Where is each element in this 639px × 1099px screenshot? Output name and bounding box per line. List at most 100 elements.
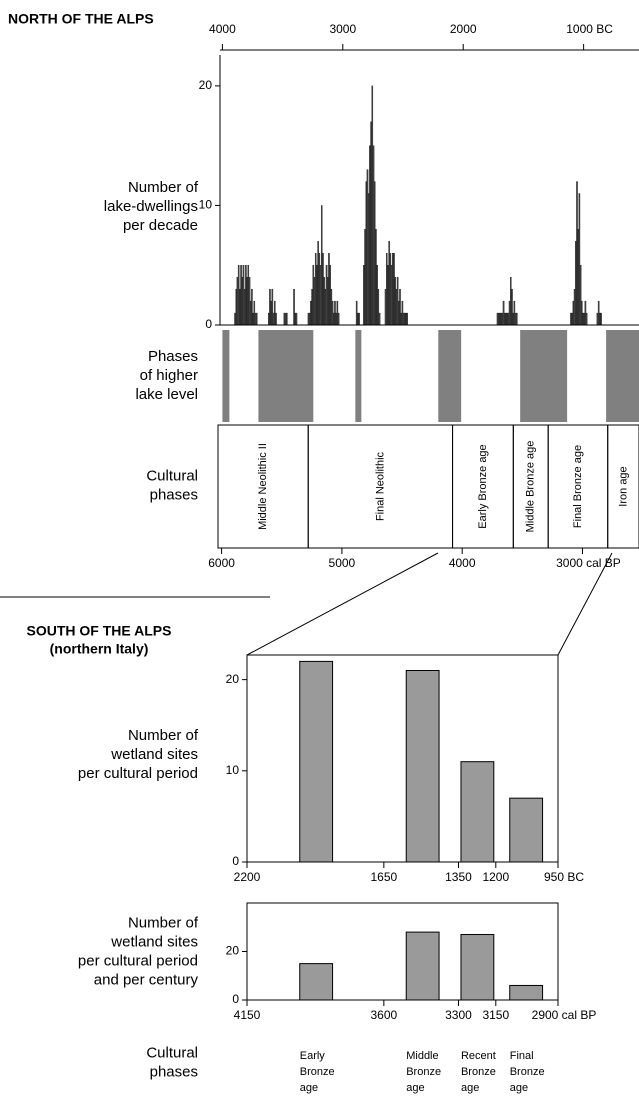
bar: [334, 300, 336, 326]
bar: [286, 312, 288, 326]
x-tick-label: 1350: [445, 870, 472, 884]
bar: [387, 265, 389, 326]
x-tick-label: 4150: [234, 1008, 261, 1022]
phase-label: Iron age: [617, 466, 629, 506]
bar: [375, 229, 377, 326]
bar: [505, 312, 507, 326]
phase-label: Final Bronze age: [572, 445, 584, 528]
phase-label: age: [510, 1082, 528, 1094]
x-tick-label: 4000: [449, 556, 476, 570]
zoom-line: [557, 552, 613, 656]
bar: [386, 253, 388, 326]
bar: [377, 288, 380, 326]
x-tick-label: 2900 cal BP: [532, 1008, 597, 1022]
bar: [308, 312, 311, 326]
bar: [404, 312, 406, 326]
bar: [514, 312, 517, 326]
high-lake-phase: [438, 330, 462, 422]
section-subtitle: (northern Italy): [50, 641, 149, 657]
bar: [503, 312, 506, 326]
high-lake-phase: [606, 330, 639, 422]
bar: [310, 300, 312, 326]
bar: [239, 288, 241, 326]
bar: [513, 300, 516, 326]
phase-label: Final Neolithic: [374, 451, 386, 521]
bar: [248, 277, 251, 326]
bar: [597, 300, 600, 326]
bar: [284, 312, 287, 326]
bar: [585, 312, 588, 326]
x-tick-label: 1200: [482, 870, 509, 884]
bar: [270, 300, 272, 326]
bar: [583, 312, 585, 326]
bar: [572, 300, 575, 326]
bar: [307, 312, 310, 326]
bar: [323, 277, 325, 326]
phase-label: Final: [510, 1050, 534, 1062]
bar: [401, 300, 404, 326]
bar: [249, 300, 252, 326]
y-axis-label: lake-dwellings: [104, 198, 198, 215]
bar: [247, 265, 250, 326]
y-axis-label: phases: [150, 1063, 198, 1080]
bar: [295, 312, 298, 326]
bar: [365, 181, 368, 326]
bar: [506, 312, 508, 326]
y-tick-label: 10: [226, 763, 240, 777]
bar: [393, 253, 395, 326]
bar: [299, 660, 334, 863]
bar: [236, 277, 239, 326]
bar: [509, 984, 544, 1001]
bar: [235, 288, 238, 326]
bar: [511, 288, 513, 326]
bar: [584, 300, 587, 326]
bar: [330, 288, 333, 326]
x-tick-label: 3150: [482, 1008, 509, 1022]
bar: [253, 300, 256, 326]
bar: [576, 181, 578, 326]
plot-frame: [246, 654, 559, 863]
phase-label: Recent: [461, 1050, 496, 1062]
bar: [246, 277, 248, 326]
y-axis-label: Number of: [128, 179, 199, 196]
y-axis-label: Cultural: [146, 1044, 198, 1061]
y-axis-label: Number of: [128, 914, 199, 931]
bar: [390, 265, 393, 326]
bar: [460, 761, 495, 863]
bar: [371, 85, 374, 326]
phase-label: Bronze: [510, 1066, 545, 1078]
bar: [571, 312, 573, 326]
bar: [314, 253, 317, 326]
phase-label: Middle Neolithic II: [257, 443, 269, 530]
bar: [293, 288, 295, 326]
y-tick-label: 0: [205, 317, 212, 331]
phase-label: Early: [300, 1050, 326, 1062]
bar: [329, 265, 331, 326]
y-tick-label: 20: [199, 78, 213, 92]
phase-label: age: [300, 1082, 318, 1094]
bar: [316, 265, 318, 326]
bar: [502, 300, 505, 326]
y-axis-label: wetland sites: [110, 933, 198, 950]
bar: [389, 253, 392, 326]
y-tick-label: 0: [232, 992, 239, 1006]
bar: [355, 300, 358, 326]
x-tick-label: 3600: [370, 1008, 397, 1022]
bar: [245, 265, 247, 326]
bar: [460, 934, 495, 1001]
bar: [573, 288, 576, 326]
high-lake-phase: [520, 330, 568, 422]
bar: [252, 312, 254, 326]
bar: [378, 312, 381, 326]
bar: [255, 312, 258, 326]
bar: [312, 265, 315, 326]
x-tick-label: 2000: [450, 22, 477, 36]
bar: [324, 288, 327, 326]
phase-label: age: [461, 1082, 479, 1094]
x-tick-label: 3000 cal BP: [556, 556, 621, 570]
bar: [243, 288, 246, 326]
x-tick-label: 6000: [208, 556, 235, 570]
bar: [497, 312, 500, 326]
bar: [268, 312, 270, 326]
